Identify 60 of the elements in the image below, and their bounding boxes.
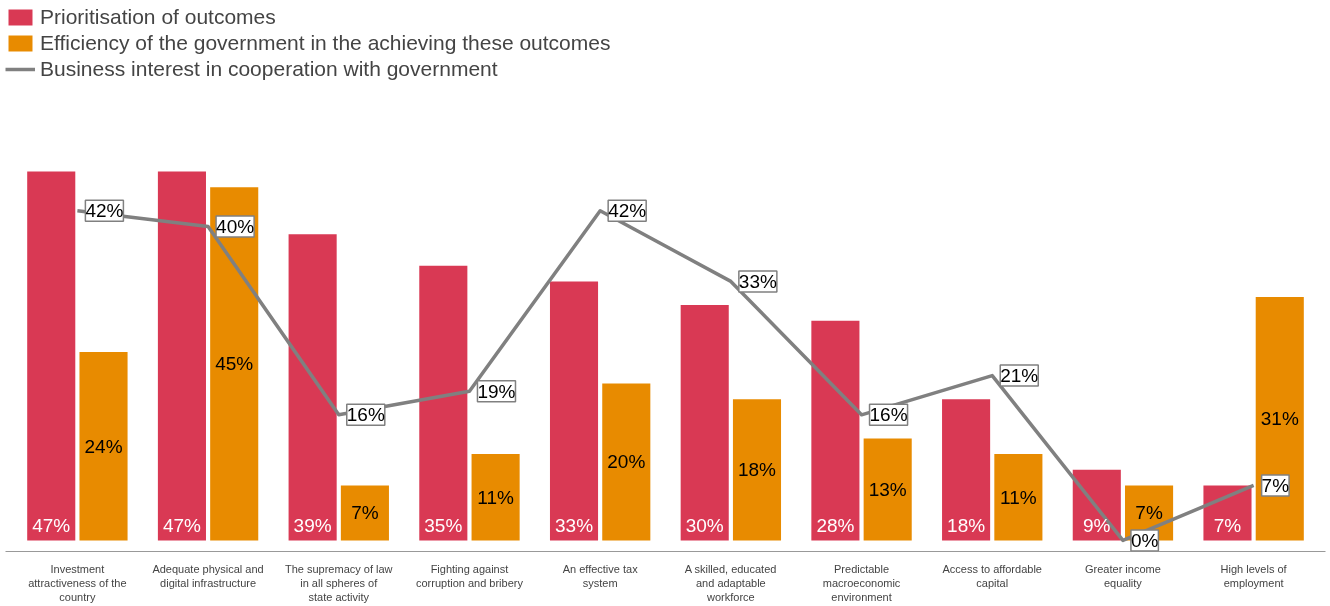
data-label: 42% <box>608 200 647 222</box>
data-label: 0% <box>1130 529 1159 551</box>
bar <box>602 383 651 541</box>
bar <box>680 304 729 541</box>
data-label: 24% <box>84 435 123 457</box>
legend-label: Business interest in cooperation with government <box>40 57 498 81</box>
bar <box>340 485 389 541</box>
data-label: 13% <box>868 478 907 500</box>
bar <box>549 281 599 541</box>
data-label: 7% <box>351 502 379 524</box>
bar <box>157 171 206 541</box>
data-label: 16% <box>346 404 385 426</box>
data-label: 33% <box>738 270 777 292</box>
data-label: 47% <box>162 515 202 537</box>
x-tick-label: High levels of employment <box>1220 562 1288 589</box>
data-label: 45% <box>215 353 254 375</box>
data-label: 7% <box>1135 502 1163 524</box>
data-label: 30% <box>685 515 724 537</box>
legend-label: Efficiency of the government in the achieving these outcomes <box>40 31 611 55</box>
x-tick-label: Predictable macroeconomic environment <box>822 562 901 604</box>
legend-label: Prioritisation of outcomes <box>40 5 276 29</box>
data-label: 28% <box>816 515 855 537</box>
data-label: 42% <box>85 200 124 222</box>
bar <box>471 454 520 541</box>
bar <box>732 399 782 541</box>
data-label: 11% <box>477 486 515 508</box>
x-tick-label: Adequate physical and digital infrastructure <box>152 562 264 589</box>
bar <box>210 187 259 541</box>
data-label: 18% <box>737 459 777 481</box>
bar <box>288 234 337 541</box>
x-tick-label: Access to affordable capital <box>942 562 1042 589</box>
data-label: 39% <box>293 515 332 537</box>
data-label: 31% <box>1260 408 1299 430</box>
x-tick-label: Greater income equality <box>1085 562 1161 589</box>
data-label: 35% <box>424 515 463 537</box>
data-label: 7% <box>1213 515 1242 537</box>
data-label: 40% <box>216 215 255 237</box>
data-label: 19% <box>477 380 516 402</box>
data-label: 11% <box>1000 486 1037 508</box>
x-tick-label: An effective tax system <box>562 562 639 589</box>
x-tick-label: The supremacy of law in all spheres of state activity <box>284 562 393 604</box>
bar <box>942 399 991 541</box>
bar <box>27 171 76 541</box>
bar <box>811 320 860 541</box>
x-tick-label: Investment attractiveness of the country <box>28 562 127 604</box>
data-label: 20% <box>607 451 646 473</box>
bar <box>994 454 1043 541</box>
data-label: 7% <box>1261 474 1290 496</box>
bar <box>419 265 468 541</box>
data-label: 9% <box>1083 515 1111 537</box>
data-label: 47% <box>32 515 71 537</box>
x-tick-label: Fighting against corruption and bribery <box>415 562 524 589</box>
data-label: 33% <box>555 515 594 537</box>
data-label: 16% <box>869 404 908 426</box>
data-label: 18% <box>947 515 986 537</box>
bar <box>863 438 912 541</box>
bar <box>1255 297 1304 541</box>
data-label: 21% <box>1000 365 1039 387</box>
bar <box>79 352 128 541</box>
x-tick-label: A skilled, educated and adaptable workforce <box>684 562 777 604</box>
